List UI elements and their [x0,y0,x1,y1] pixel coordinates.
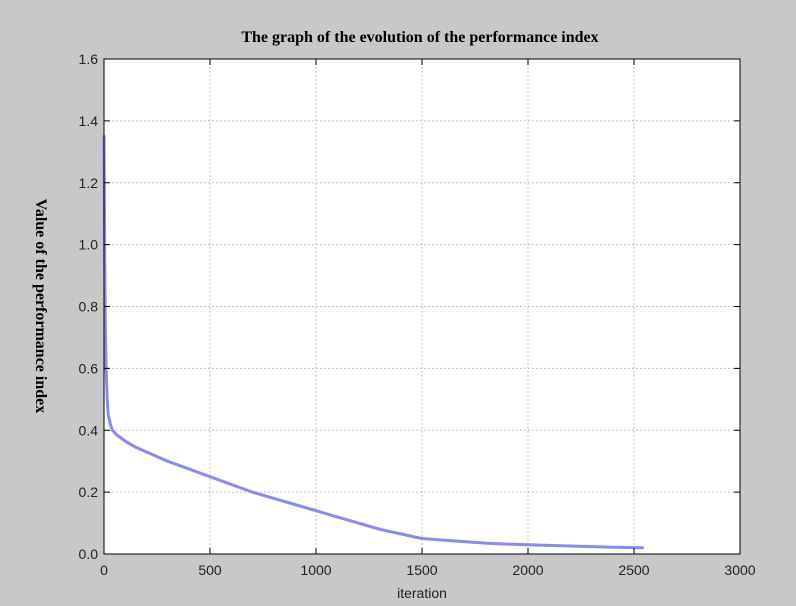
y-tick-label: 0.6 [79,360,99,376]
x-tick-label: 2000 [512,562,543,578]
y-tick-label: 1.4 [79,113,99,129]
y-tick-label: 0.8 [79,299,99,315]
ticks: 0 500 1000 1500 2000 2500 3000 0.0 0.2 0.4 0.6 0.8 1… [79,51,756,578]
y-tick-label: 0.4 [79,422,99,438]
grid [104,59,740,554]
y-axis-label: Value of the performance index [32,199,49,414]
series-line [102,134,644,550]
y-tick-label: 1.0 [79,237,99,253]
x-tick-label: 2500 [618,562,649,578]
y-tick-label: 0.0 [79,546,99,562]
x-tick-label: 0 [100,562,108,578]
x-tick-label: 1000 [300,562,331,578]
x-tick-label: 500 [198,562,222,578]
y-tick-label: 1.6 [79,51,99,67]
series-layer [102,134,644,550]
x-axis-label: iteration [397,585,447,601]
chart-title: The graph of the evolution of the perfor… [241,29,598,46]
x-tick-label: 3000 [724,562,755,578]
y-tick-label: 1.2 [79,175,99,191]
y-tick-label: 0.2 [79,484,99,500]
x-tick-label: 1500 [406,562,437,578]
